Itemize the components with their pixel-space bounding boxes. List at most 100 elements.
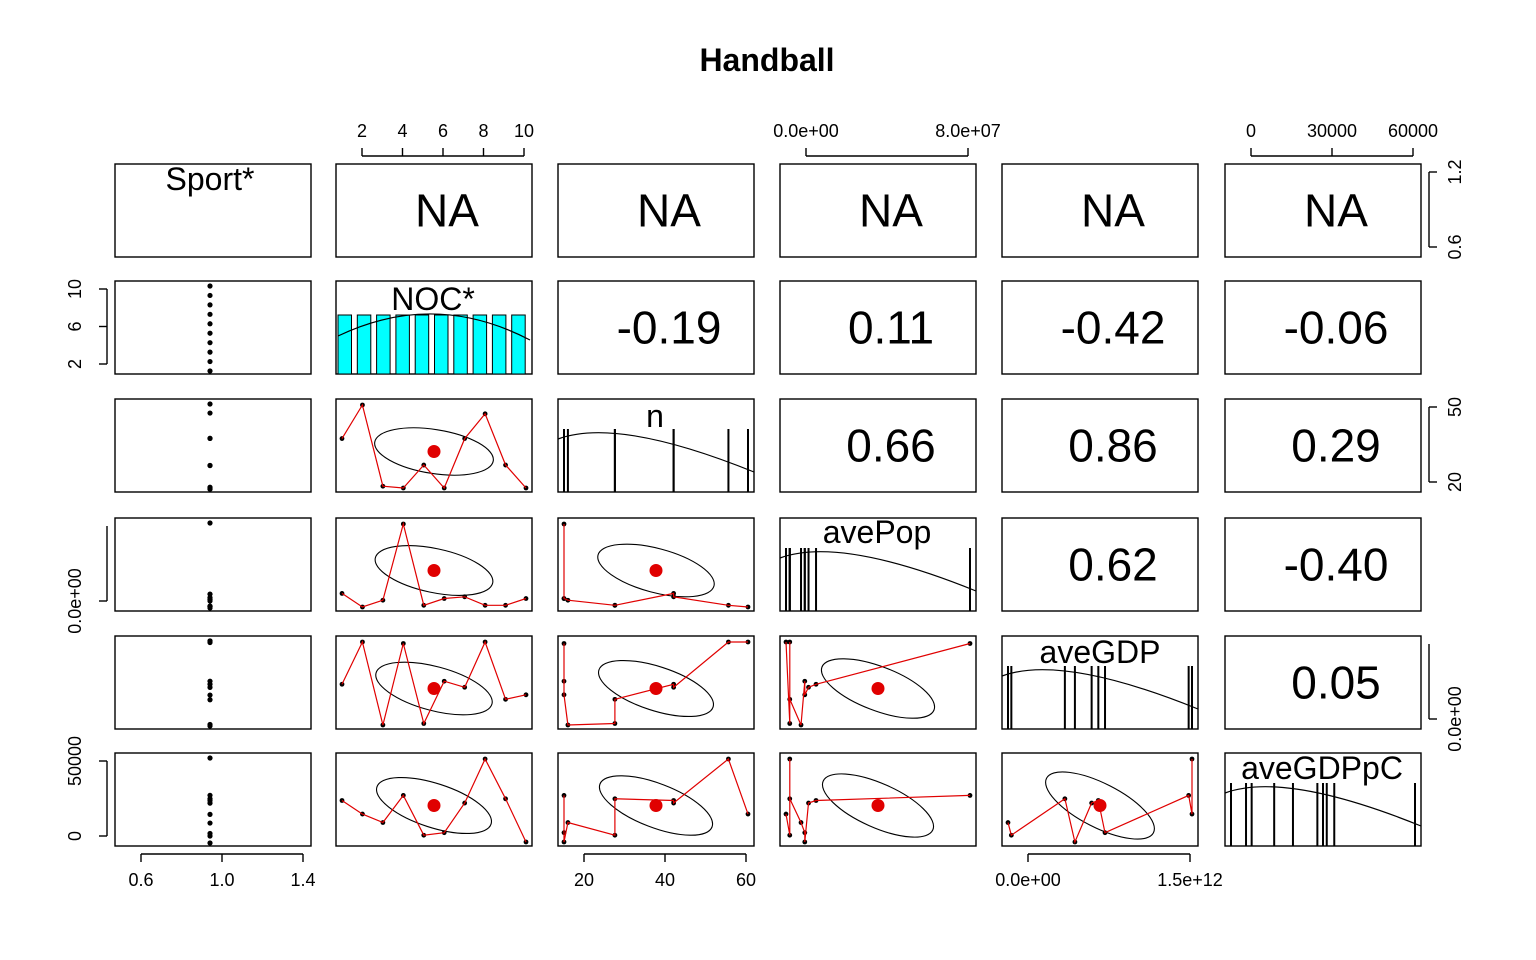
panel-frame-r4-c4 (1001, 635, 1199, 730)
panel-frame-r0-c2 (557, 163, 755, 258)
tick-label-top-avegdppc-2: 60000 (1388, 121, 1438, 141)
smooth-line-r5-c1 (341, 757, 527, 843)
panel-frame-r1-c2 (557, 280, 755, 375)
panel-frame-r1-c4 (1001, 280, 1199, 375)
sport-point-r4-5 (207, 678, 213, 684)
panel-frame-r4-c3 (779, 635, 977, 730)
tick-label-bottom-sport-0: 0.6 (128, 870, 153, 890)
sport-point-r2-7 (207, 410, 213, 416)
panel-frame-r3-c4 (1001, 517, 1199, 612)
smooth-line-r5-c2 (563, 758, 749, 843)
variable-name-5: aveGDPpC (1241, 750, 1403, 786)
histogram-bar-noc-6 (453, 314, 468, 375)
ellipse-r4-c3 (820, 658, 936, 719)
tick-label-bottom-avegdp-0: 0.0e+00 (995, 870, 1061, 890)
chart-title: Handball (699, 42, 834, 78)
smooth-line-r5-c3 (785, 759, 971, 843)
ellipse-r4-c2 (597, 659, 715, 718)
correlation-r0-c4: NA (1081, 185, 1145, 237)
tick-label-left-avegdppc-1: 50000 (65, 736, 85, 786)
sport-point-r5-9 (207, 840, 213, 846)
panel-frame-r5-c0 (114, 752, 312, 847)
sport-point-r4-9 (207, 692, 213, 698)
axis-right-sport: 0.6 1.2 (1428, 159, 1465, 260)
tick-label-top-avepop-1: 8.0e+07 (935, 121, 1001, 141)
density-curve-aveGDPpC (1224, 786, 1422, 827)
mean-point-r5-c4 (1093, 799, 1107, 812)
mean-point-r5-c2 (649, 799, 663, 812)
axis-top-avepop: 0.0e+00 8.0e+07 (773, 121, 1001, 157)
axis-layer: 2 4 6 8 10 0.0e+00 8.0e+07 0 30000 600000.61.2205… (65, 121, 1465, 890)
tick-label-left-avegdppc-0: 0 (65, 831, 85, 841)
sport-point-r2-8 (207, 462, 213, 469)
tick-label-right-n-0: 20 (1445, 472, 1465, 492)
density-curve-n (557, 432, 755, 473)
ellipse-r5-c2 (598, 775, 714, 836)
panel-frame-r0-c4 (1001, 163, 1199, 258)
density-curve-avePop (779, 551, 977, 592)
panel-frame-r2-c1 (335, 398, 533, 493)
ellipse-r5-c4 (1045, 771, 1155, 840)
smooth-line-r4-c1 (341, 640, 527, 726)
tick-label-bottom-sport-2: 1.4 (290, 870, 315, 890)
axis-right-avegdp: 0.0e+00 (1428, 644, 1465, 752)
tick-label-top-noc-3: 8 (478, 121, 488, 141)
panel-frame-r0-c0 (114, 163, 312, 258)
panel-frame-r1-c3 (779, 280, 977, 375)
sport-point-r3-8 (207, 603, 213, 609)
histogram-bar-noc-4 (414, 314, 430, 375)
panel-frame-r4-c1 (335, 635, 533, 730)
correlation-r3-c5: -0.40 (1284, 539, 1389, 591)
sport-point-r5-6 (207, 800, 213, 806)
tick-label-right-sport-0: 0.6 (1445, 234, 1465, 259)
mean-point-r3-c2 (649, 564, 663, 577)
tick-label-right-sport-1: 1.2 (1445, 159, 1465, 184)
sport-point-r1-9 (207, 283, 213, 289)
variable-name-3: avePop (823, 514, 932, 550)
axis-top-noc: 2 4 6 8 10 (357, 121, 534, 157)
mean-point-r4-c2 (649, 682, 663, 695)
axis-bottom-n: 20 40 60 (574, 853, 756, 890)
tick-label-left-avepop-0: 0.0e+00 (65, 568, 85, 634)
histogram-bar-noc-0 (337, 314, 352, 375)
tick-label-top-noc-1: 4 (397, 121, 407, 141)
correlation-r0-c1: NA (415, 185, 479, 237)
panel-frame-r0-c1 (335, 163, 533, 258)
correlation-r2-c5: 0.29 (1291, 420, 1381, 472)
tick-label-left-noc-1: 6 (65, 321, 85, 331)
tick-label-right-avegdp-0: 0.0e+00 (1445, 686, 1465, 752)
histogram-bar-noc-1 (356, 314, 372, 375)
tick-label-bottom-n-1: 40 (655, 870, 675, 890)
panel-frame-r5-c3 (779, 752, 977, 847)
density-curve-noc (337, 313, 531, 341)
panel-frame-r2-c0 (114, 398, 312, 493)
panel-frame-r5-c4 (1001, 752, 1199, 847)
panel-frame-r3-c5 (1224, 517, 1422, 612)
correlation-r0-c2: NA (637, 185, 701, 237)
axis-bottom-avegdp: 0.0e+00 1.5e+12 (995, 853, 1223, 890)
correlation-r1-c3: 0.11 (848, 302, 934, 354)
mean-point-r3-c1 (427, 564, 441, 577)
sport-point-r4-6 (207, 684, 213, 690)
tick-label-top-noc-0: 2 (357, 121, 367, 141)
tick-label-bottom-n-2: 60 (736, 870, 756, 890)
tick-label-top-noc-2: 6 (438, 121, 448, 141)
correlation-r1-c2: -0.19 (617, 302, 722, 354)
axis-left-avegdppc: 0 50000 (65, 736, 108, 841)
tick-label-top-avegdppc-1: 30000 (1307, 121, 1357, 141)
sport-point-r5-8 (207, 796, 213, 802)
sport-point-r5-1 (207, 811, 213, 817)
sport-point-r1-7 (207, 302, 213, 308)
variable-name-2: n (646, 398, 664, 434)
scatter-point-r5-c3-1 (783, 811, 789, 817)
ellipse-r5-c3 (821, 773, 935, 838)
correlation-r4-c5: 0.05 (1291, 657, 1381, 709)
histogram-bar-noc-7 (472, 314, 488, 375)
panel-frame-r2-c3 (779, 398, 977, 493)
sport-point-r4-8 (207, 697, 213, 703)
panel-frame-r5-c2 (557, 752, 755, 847)
correlation-r0-c5: NA (1304, 185, 1368, 237)
panel-frame-r1-c5 (1224, 280, 1422, 375)
axis-bottom-sport: 0.6 1.0 1.4 (128, 853, 316, 890)
